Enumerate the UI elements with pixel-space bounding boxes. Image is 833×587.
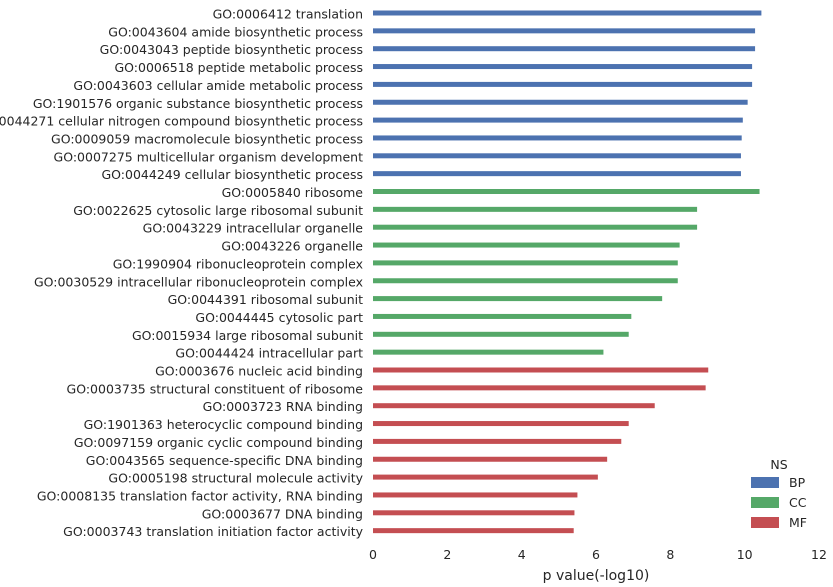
x-tick-label: 6 xyxy=(592,547,600,562)
category-label: GO:1901576 organic substance biosyntheti… xyxy=(33,96,363,111)
legend-swatch xyxy=(751,497,779,508)
bar xyxy=(373,367,709,373)
bar xyxy=(373,331,629,337)
category-label: GO:0007275 multicellular organism develo… xyxy=(54,149,364,164)
bar xyxy=(373,189,760,194)
legend-label: CC xyxy=(789,495,807,510)
x-axis-title: p value(-log10) xyxy=(543,568,650,584)
bar xyxy=(373,171,741,177)
x-tick-label: 10 xyxy=(737,547,753,562)
category-label: GO:0005198 structural molecule activity xyxy=(108,471,363,486)
category-label: GO:0044424 intracellular part xyxy=(175,346,363,361)
bars-layer xyxy=(373,10,762,534)
legend-label: BP xyxy=(789,475,806,490)
category-label: GO:0043604 amide biosynthetic process xyxy=(108,24,363,39)
bar xyxy=(373,278,678,284)
category-label: GO:0044249 cellular biosynthetic process xyxy=(102,167,364,182)
category-label: GO:0003723 RNA binding xyxy=(203,399,363,414)
category-label: GO:0003743 translation initiation factor… xyxy=(63,524,363,539)
bar xyxy=(373,403,655,409)
category-label: GO:0022625 cytosolic large ribosomal sub… xyxy=(73,203,363,218)
x-axis: 0 2 4 6 8 10 12 xyxy=(369,547,827,562)
category-label: GO:0097159 organic cyclic compound bindi… xyxy=(74,435,363,450)
bar xyxy=(373,81,753,87)
category-label: GO:0009059 macromolecule biosynthetic pr… xyxy=(51,131,363,146)
bar xyxy=(373,10,762,16)
bar xyxy=(373,474,598,480)
legend-title: NS xyxy=(770,457,787,472)
x-tick-label: 12 xyxy=(811,547,827,562)
bar xyxy=(373,313,632,319)
x-tick-label: 4 xyxy=(518,547,526,562)
bar xyxy=(373,28,756,34)
category-label: GO:0043603 cellular amide metabolic proc… xyxy=(73,78,363,93)
bar xyxy=(373,224,698,230)
x-tick-label: 8 xyxy=(666,547,674,562)
category-label: GO:0005840 ribosome xyxy=(222,185,364,200)
x-tick-label: 0 xyxy=(369,547,377,562)
bar xyxy=(373,117,743,123)
category-label: GO:0006412 translation xyxy=(213,7,363,22)
category-label: GO:0008135 translation factor activity, … xyxy=(37,488,363,503)
category-labels: GO:0006412 translation GO:0043604 amide b… xyxy=(0,7,364,540)
category-label: GO:0043565 sequence-specific DNA binding xyxy=(86,453,363,468)
category-label: GO:0030529 intracellular ribonucleoprote… xyxy=(34,274,363,289)
bar xyxy=(373,385,706,391)
category-label: GO:0043229 intracellular organelle xyxy=(143,221,364,236)
category-label: GO:0044271 cellular nitrogen compound bi… xyxy=(0,114,363,129)
bar xyxy=(373,456,608,462)
bar xyxy=(373,64,753,70)
bar xyxy=(373,206,698,212)
bar xyxy=(373,296,663,302)
legend-swatch xyxy=(751,517,779,528)
category-label: GO:0043226 organelle xyxy=(221,239,363,254)
legend-label: MF xyxy=(789,515,807,530)
bar xyxy=(373,260,678,266)
category-label: GO:0044445 cytosolic part xyxy=(195,310,363,325)
x-tick-label: 2 xyxy=(443,547,451,562)
category-label: GO:1901363 heterocyclic compound binding xyxy=(84,417,363,432)
bar xyxy=(373,135,742,141)
bar xyxy=(373,153,741,159)
bar xyxy=(373,46,756,52)
bar xyxy=(373,242,680,248)
category-label: GO:0015934 large ribosomal subunit xyxy=(132,328,363,343)
bar xyxy=(373,492,578,498)
category-label: GO:0006518 peptide metabolic process xyxy=(114,60,363,75)
category-label: GO:0043043 peptide biosynthetic process xyxy=(100,42,363,57)
category-label: GO:0044391 ribosomal subunit xyxy=(168,292,363,307)
bar xyxy=(373,349,604,355)
category-label: GO:0003735 structural constituent of rib… xyxy=(67,381,364,396)
bar xyxy=(373,421,629,427)
category-label: GO:1990904 ribonucleoprotein complex xyxy=(113,256,363,271)
bar xyxy=(373,438,622,444)
category-label: GO:0003677 DNA binding xyxy=(202,506,363,521)
bar xyxy=(373,510,575,516)
legend-swatch xyxy=(751,477,779,488)
category-label: GO:0003676 nucleic acid binding xyxy=(155,364,363,379)
bar xyxy=(373,99,748,105)
bar xyxy=(373,528,574,534)
